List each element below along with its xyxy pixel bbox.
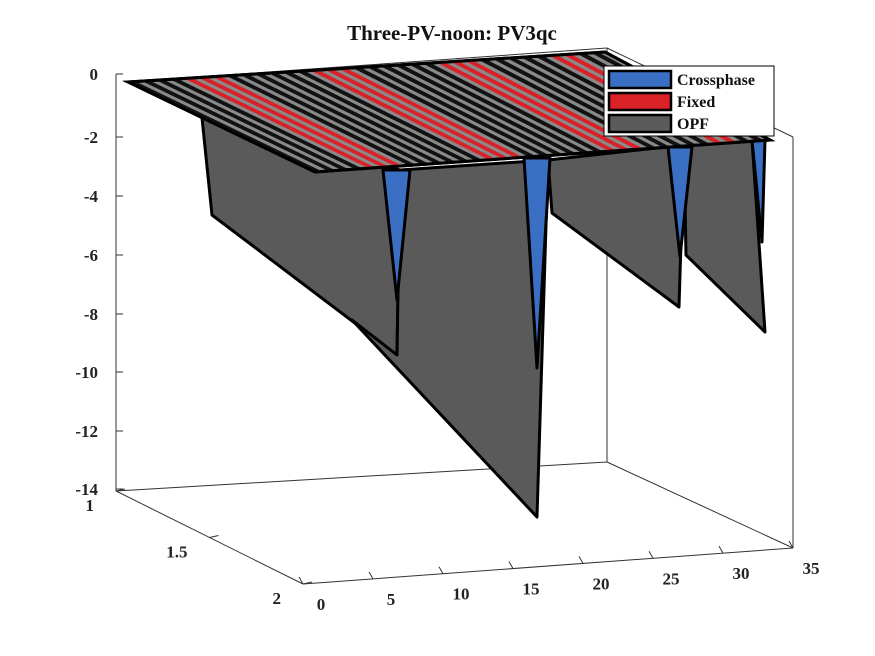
y-tick-mark bbox=[115, 488, 126, 492]
plane-stripe bbox=[366, 66, 550, 156]
z-tick-label: 0 bbox=[90, 65, 99, 84]
plane-stripe bbox=[296, 70, 483, 161]
plane-stripe bbox=[408, 63, 591, 154]
opf-segment-3 bbox=[546, 143, 686, 309]
x-axis-ticks: 0 5 10 15 20 25 30 35 bbox=[298, 540, 820, 614]
z-axis-ticks: 0 -2 -4 -6 -8 -10 -12 -14 bbox=[75, 65, 123, 499]
z-tick-label: -4 bbox=[84, 187, 99, 206]
plane-stripe bbox=[282, 71, 470, 162]
plane-stripe bbox=[268, 72, 457, 163]
plane-stripe bbox=[380, 65, 564, 156]
plane-stripe bbox=[450, 61, 631, 151]
x-tick-label: 35 bbox=[803, 559, 820, 578]
plane-stripe bbox=[240, 74, 430, 165]
opf-segment-4 bbox=[682, 138, 767, 334]
y-axis-ticks: 11.52 bbox=[86, 488, 313, 608]
z-tick-label: -14 bbox=[75, 480, 98, 499]
legend-swatch-fixed bbox=[607, 91, 673, 112]
x-tick-mark bbox=[298, 576, 304, 585]
x-tick-mark bbox=[718, 545, 724, 554]
y-tick-label: 1.5 bbox=[166, 543, 187, 562]
x-tick-mark bbox=[368, 571, 374, 580]
z-tick-label: -6 bbox=[84, 246, 98, 265]
legend: Crossphase Fixed OPF bbox=[603, 65, 775, 137]
plane-stripe bbox=[394, 64, 577, 155]
z-tick-label: -10 bbox=[75, 363, 98, 382]
x-tick-label: 25 bbox=[663, 569, 680, 588]
z-tick-label: -2 bbox=[84, 128, 98, 147]
plane-stripe bbox=[338, 68, 524, 158]
series-crossphase bbox=[381, 138, 767, 370]
x-tick-label: 10 bbox=[453, 585, 470, 604]
plane-stripe bbox=[436, 62, 617, 152]
plane-stripe bbox=[352, 67, 537, 157]
legend-swatch-crossphase bbox=[607, 69, 673, 90]
legend-label-fixed: Fixed bbox=[677, 94, 715, 111]
x-tick-label: 30 bbox=[733, 564, 750, 583]
crossphase-spike-2 bbox=[522, 156, 552, 370]
axis-x bbox=[302, 547, 794, 585]
plane-stripe bbox=[170, 78, 363, 170]
x-tick-label: 0 bbox=[317, 595, 326, 614]
x-tick-mark bbox=[788, 540, 794, 549]
plane-stripe bbox=[324, 69, 510, 159]
plane-stripe bbox=[464, 60, 644, 150]
z-tick-label: -12 bbox=[75, 422, 98, 441]
axis-floor-right bbox=[606, 461, 794, 549]
x-tick-label: 15 bbox=[523, 580, 540, 599]
x-tick-label: 5 bbox=[387, 590, 396, 609]
top-plane-outline bbox=[122, 50, 776, 174]
legend-label-opf: OPF bbox=[677, 116, 709, 133]
y-tick-label: 1 bbox=[86, 496, 95, 515]
y-tick-mark bbox=[302, 581, 313, 585]
plane-stripe bbox=[254, 73, 443, 164]
plane-stripe bbox=[156, 79, 350, 171]
y-tick-label: 2 bbox=[273, 589, 282, 608]
y-tick-mark bbox=[209, 535, 219, 538]
x-tick-mark bbox=[508, 561, 514, 569]
plane-stripe bbox=[226, 75, 417, 166]
plane-stripe bbox=[142, 80, 336, 172]
x-tick-mark bbox=[578, 556, 584, 564]
legend-label-crossphase: Crossphase bbox=[677, 72, 755, 89]
legend-swatch-opf bbox=[607, 113, 673, 134]
plane-stripe bbox=[198, 77, 390, 168]
plane-stripe bbox=[422, 62, 604, 153]
x-tick-mark bbox=[438, 566, 444, 574]
plane-stripe bbox=[212, 76, 403, 167]
x-tick-mark bbox=[648, 551, 654, 559]
plane-stripe bbox=[310, 70, 497, 160]
x-tick-label: 20 bbox=[593, 574, 610, 593]
crossphase-spike-1 bbox=[381, 168, 412, 302]
chart-title: Three-PV-noon: PV3qc bbox=[347, 21, 557, 45]
z-tick-label: -8 bbox=[84, 305, 98, 324]
plane-stripe bbox=[184, 77, 376, 169]
